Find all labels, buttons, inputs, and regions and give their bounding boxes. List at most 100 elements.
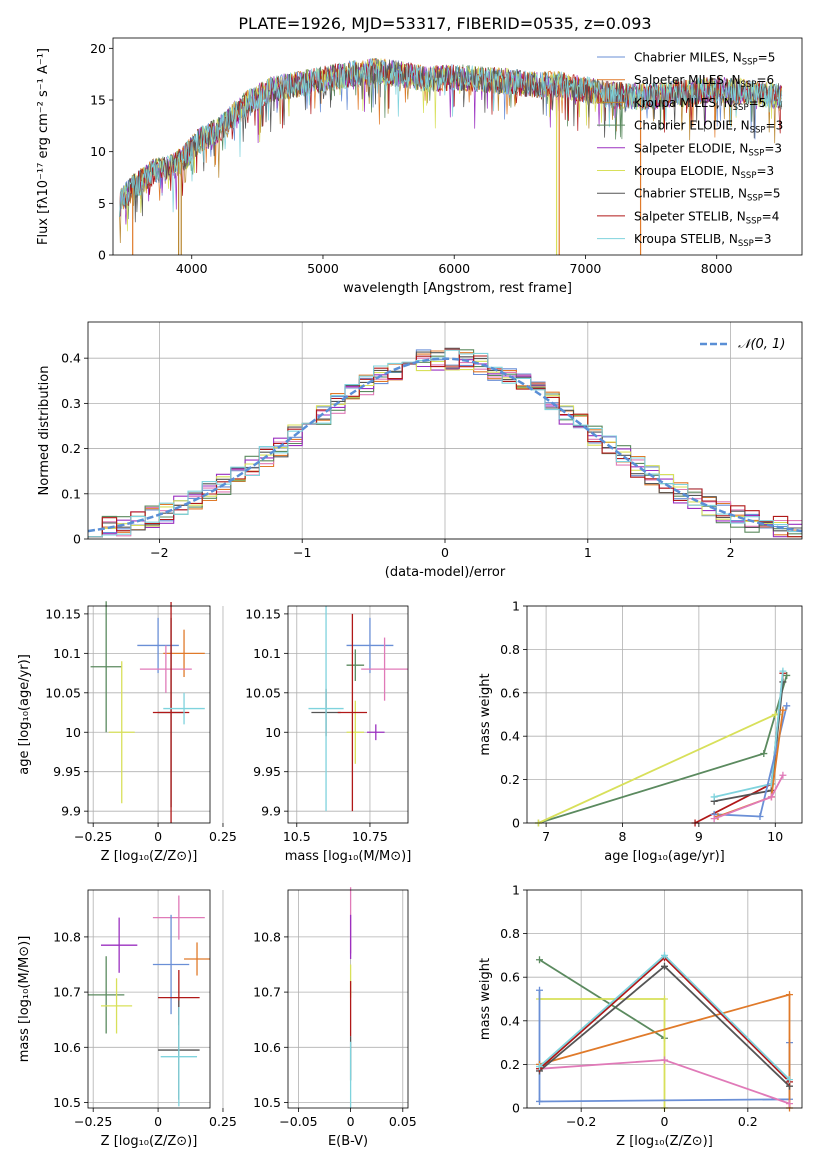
y-tick-label: 0 [512,816,520,831]
x-tick-label: −0.25 [74,829,112,844]
y-tick-label: 0.3 [61,396,81,411]
legend-label: Chabrier MILES, NSSP=5 [634,51,775,68]
legend-label: 𝒩(0, 1) [738,337,785,352]
spectrum-title: PLATE=1926, MJD=53317, FIBERID=0535, z=0… [238,14,651,33]
y-tick-label: 0.1 [61,486,81,501]
x-axis-label: age [log₁₀(age/yr)] [604,849,725,864]
y-tick-label: 0.4 [500,1013,520,1028]
x-tick-label: 2 [727,545,735,560]
mass-weight-marker [786,1100,793,1108]
x-tick-label: 10 [767,829,783,844]
y-tick-label: 10.5 [253,1095,281,1110]
y-tick-label: 10.15 [45,606,81,621]
plot-frame [87,889,211,1109]
x-axis-label: Z [log₁₀(Z/Z⊙)] [101,849,198,864]
x-tick-label: 0.2 [738,1114,758,1129]
y-tick-label: 1 [512,599,520,614]
x-tick-label: 0 [154,829,162,844]
y-tick-label: 10.7 [53,985,81,1000]
y-tick-label: 10.1 [253,646,281,661]
y-tick-label: 10 [90,144,106,159]
mass-weight-marker [710,793,718,801]
legend-label: Kroupa STELIB, NSSP=3 [634,232,772,249]
residual-histogram [88,349,802,538]
x-tick-label: −0.05 [279,1114,317,1129]
y-tick-label: 10.6 [253,1040,281,1055]
y-tick-label: 0.6 [500,685,520,700]
y-tick-label: 1 [512,883,520,898]
plot-frame [287,889,409,1109]
mass-weight-marker [536,1063,543,1071]
x-tick-label: 1 [584,545,592,560]
mass-weight-marker [536,956,543,964]
mass-weight-marker [661,962,668,970]
mass-weight-marker [710,815,718,823]
y-tick-label: 20 [90,41,106,56]
x-tick-label: 0 [441,545,449,560]
legend-label: Kroupa MILES, NSSP=5 [634,96,766,113]
y-tick-label: 9.95 [253,764,281,779]
y-tick-label: 10.8 [253,929,281,944]
x-tick-label: 4000 [176,261,208,276]
y-tick-label: 0.4 [61,351,81,366]
legend-layer: Chabrier MILES, NSSP=5 Salpeter MILES, NS… [597,51,785,352]
y-tick-label: 10.7 [253,985,281,1000]
grid-layer [88,322,802,1109]
mass-weight-line [539,998,666,1108]
legend-label: Salpeter ELODIE, NSSP=3 [634,141,782,158]
mass-weight-marker [786,1076,793,1084]
y-tick-label: 10.05 [45,685,81,700]
y-tick-label: 10 [265,725,281,740]
y-tick-label: 0.8 [500,926,520,941]
y-axis-label: Normed distribution [37,366,52,496]
x-axis-label: Z [log₁₀(Z/Z⊙)] [616,1134,713,1149]
y-tick-label: 10.1 [53,646,81,661]
y-tick-label: 9.9 [61,804,81,819]
x-axis-label: Z [log₁₀(Z/Z⊙)] [101,1134,198,1149]
y-tick-label: 0 [98,248,106,263]
x-tick-label: 0 [154,1114,162,1129]
legend-label: Chabrier ELODIE, NSSP=3 [634,119,783,136]
plot-frame [112,37,803,256]
gaussian-curve [87,357,803,533]
x-tick-label: 0 [347,1114,355,1129]
x-tick-label: 8000 [701,261,733,276]
y-tick-label: 10.05 [245,685,281,700]
x-tick-label: 10.5 [283,829,311,844]
x-tick-label: 8 [619,829,627,844]
y-tick-label: 0.2 [61,441,81,456]
mass-weight-marker [756,812,764,820]
x-tick-label: −0.25 [74,1114,112,1129]
mass-weight-marker [661,995,668,1003]
y-axis-label: age [log₁₀(age/yr)] [17,654,32,775]
mass-weight-marker [760,750,768,758]
y-tick-label: 0.2 [500,772,520,787]
mass-weight-marker [536,986,543,994]
legend-label: Salpeter STELIB, NSSP=4 [634,209,779,226]
plot-frame [287,605,409,824]
x-tick-label: −2 [150,545,168,560]
x-tick-label: 10.75 [352,829,388,844]
y-tick-label: 9.9 [261,804,281,819]
y-tick-label: 10.5 [53,1095,81,1110]
mass-weight-marker [786,991,793,999]
y-tick-label: 10.15 [245,606,281,621]
y-tick-label: 15 [90,93,106,108]
x-axis-label: E(B-V) [328,1134,368,1149]
y-axis-label: mass weight [478,958,493,1040]
x-axis-label: mass [log₁₀(M/M⊙)] [285,849,412,864]
y-axis-label: mass [log₁₀(M/M⊙)] [17,936,32,1063]
y-tick-label: 0 [512,1101,520,1116]
mass-weight-marker [783,671,791,679]
mass-weight-line [538,675,788,824]
spectrum-line-kroupa-stelib [119,59,783,220]
y-tick-label: 5 [98,196,106,211]
x-tick-label: 7 [542,829,550,844]
y-tick-label: 0.4 [500,729,520,744]
y-tick-label: 9.95 [53,764,81,779]
y-axis-label: mass weight [478,673,493,755]
mass-weight-marker [779,771,787,779]
y-tick-label: 0.8 [500,642,520,657]
